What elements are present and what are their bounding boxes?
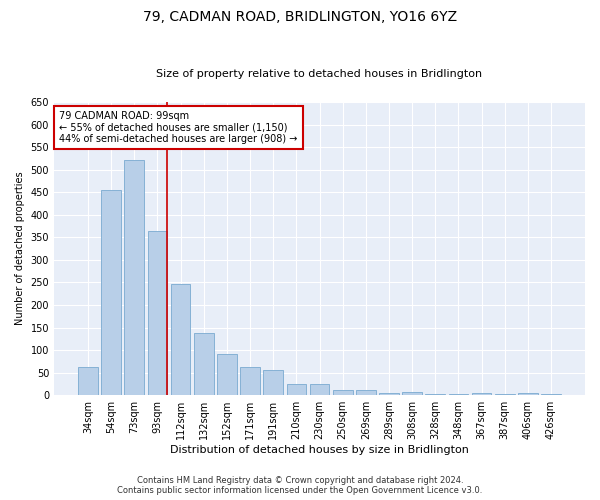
Bar bbox=[78, 367, 98, 395]
Bar bbox=[449, 394, 468, 395]
Bar bbox=[263, 370, 283, 395]
Bar bbox=[171, 284, 190, 395]
Bar bbox=[101, 190, 121, 395]
Bar bbox=[402, 392, 422, 395]
Y-axis label: Number of detached properties: Number of detached properties bbox=[15, 172, 25, 326]
Bar bbox=[541, 394, 561, 395]
Bar bbox=[240, 367, 260, 395]
Bar bbox=[194, 332, 214, 395]
Bar bbox=[425, 394, 445, 395]
Bar bbox=[217, 354, 237, 395]
Bar bbox=[472, 393, 491, 395]
Bar bbox=[287, 384, 306, 395]
Bar bbox=[518, 394, 538, 395]
Bar bbox=[148, 230, 167, 395]
Bar bbox=[379, 393, 399, 395]
Text: 79, CADMAN ROAD, BRIDLINGTON, YO16 6YZ: 79, CADMAN ROAD, BRIDLINGTON, YO16 6YZ bbox=[143, 10, 457, 24]
Bar bbox=[333, 390, 353, 395]
Bar bbox=[124, 160, 144, 395]
Bar bbox=[310, 384, 329, 395]
Bar bbox=[356, 390, 376, 395]
Title: Size of property relative to detached houses in Bridlington: Size of property relative to detached ho… bbox=[157, 69, 482, 79]
Text: Contains HM Land Registry data © Crown copyright and database right 2024.
Contai: Contains HM Land Registry data © Crown c… bbox=[118, 476, 482, 495]
Text: 79 CADMAN ROAD: 99sqm
← 55% of detached houses are smaller (1,150)
44% of semi-d: 79 CADMAN ROAD: 99sqm ← 55% of detached … bbox=[59, 111, 298, 144]
X-axis label: Distribution of detached houses by size in Bridlington: Distribution of detached houses by size … bbox=[170, 445, 469, 455]
Bar bbox=[495, 394, 515, 395]
